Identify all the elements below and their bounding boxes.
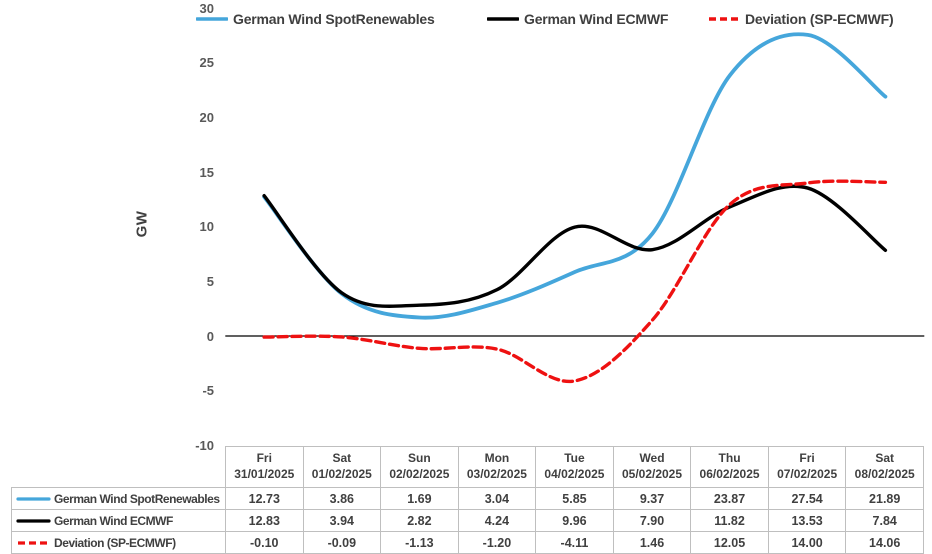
legend-item-ecmwf: German Wind ECMWF bbox=[487, 10, 668, 28]
table-value-cell: 12.73 bbox=[225, 487, 304, 510]
weekday-label: Sat bbox=[332, 451, 352, 466]
series-label-cell: German Wind SpotRenewables bbox=[11, 487, 226, 510]
table-value-cell: 9.37 bbox=[612, 487, 692, 510]
table-key-line-icon bbox=[18, 540, 49, 545]
table-value-cell: 3.04 bbox=[457, 487, 537, 510]
table-row: German Wind SpotRenewables 12.73 3.86 1.69 3… bbox=[11, 487, 924, 510]
y-axis-tick-label: 30 bbox=[199, 0, 214, 16]
y-axis-tick-label: 20 bbox=[199, 109, 214, 125]
weekday-label: Thu bbox=[718, 451, 741, 466]
weekday-label: Mon bbox=[484, 451, 510, 466]
table-header-row: Fri 31/01/2025 Sat 01/02/2025 Sun 02/02/2025 M… bbox=[12, 446, 924, 488]
table-value-cell: -0.09 bbox=[302, 531, 382, 554]
table-header-cell: Tue 04/02/2025 bbox=[535, 446, 614, 488]
date-label: 04/02/2025 bbox=[544, 467, 605, 481]
legend-item-spotrenewables: German Wind SpotRenewables bbox=[196, 10, 435, 28]
weekday-label: Fri bbox=[256, 451, 272, 466]
table-row: German Wind ECMWF 12.83 3.94 2.82 4.24 9.96 7.… bbox=[11, 509, 924, 532]
series-label: German Wind ECMWF bbox=[54, 513, 173, 528]
series-label-cell: German Wind ECMWF bbox=[11, 509, 226, 532]
y-axis-tick-label: 15 bbox=[199, 164, 214, 180]
table-header-cell: Fri 07/02/2025 bbox=[767, 446, 847, 488]
table-value-cell: 12.83 bbox=[225, 509, 304, 532]
table-value-cell: 2.82 bbox=[380, 509, 459, 532]
series-line-2 bbox=[262, 179, 888, 384]
table-value-cell: 3.94 bbox=[302, 509, 382, 532]
date-label: 05/02/2025 bbox=[621, 467, 683, 481]
date-label: 06/02/2025 bbox=[699, 467, 760, 481]
table-value-cell: 27.54 bbox=[767, 487, 847, 510]
table-header-cell: Sat 01/02/2025 bbox=[302, 446, 382, 488]
table-value-cell: 7.90 bbox=[612, 509, 692, 532]
series-line-1 bbox=[262, 184, 888, 309]
table-header-cell: Wed 05/02/2025 bbox=[612, 446, 692, 488]
date-label: 03/02/2025 bbox=[466, 467, 527, 481]
table-value-cell: 14.00 bbox=[767, 531, 847, 554]
series-label: German Wind SpotRenewables bbox=[54, 491, 220, 506]
series-line-0 bbox=[262, 32, 888, 320]
legend-label-deviation: Deviation (SP-ECMWF) bbox=[745, 11, 894, 27]
table-header-cell: Fri 31/01/2025 bbox=[225, 446, 304, 488]
table-header-cell: Sun 02/02/2025 bbox=[380, 446, 459, 488]
weekday-label: Wed bbox=[639, 451, 665, 466]
table-value-cell: -0.10 bbox=[225, 531, 304, 554]
table-value-cell: 3.86 bbox=[302, 487, 382, 510]
table-value-cell: 1.69 bbox=[380, 487, 459, 510]
table-value-cell: 7.84 bbox=[845, 509, 924, 532]
table-value-cell: 23.87 bbox=[690, 487, 769, 510]
table-value-cell: -1.20 bbox=[457, 531, 537, 554]
data-table-wrap: Fri 31/01/2025 Sat 01/02/2025 Sun 02/02/2025 M… bbox=[11, 446, 924, 554]
table-value-cell: 21.89 bbox=[845, 487, 924, 510]
table-value-cell: 11.82 bbox=[690, 509, 769, 532]
series-label: Deviation (SP-ECMWF) bbox=[54, 535, 176, 550]
table-value-cell: 9.96 bbox=[535, 509, 614, 532]
data-table: Fri 31/01/2025 Sat 01/02/2025 Sun 02/02/2025 M… bbox=[11, 446, 924, 554]
series-label-cell: Deviation (SP-ECMWF) bbox=[11, 531, 226, 554]
table-key-line-icon bbox=[16, 496, 51, 501]
date-label: 07/02/2025 bbox=[777, 467, 838, 481]
y-axis-tick-label: -10 bbox=[195, 437, 214, 453]
legend-label-ecmwf: German Wind ECMWF bbox=[524, 11, 669, 27]
table-value-cell: 13.53 bbox=[767, 509, 847, 532]
weekday-label: Sun bbox=[408, 451, 431, 466]
legend-item-deviation: Deviation (SP-ECMWF) bbox=[708, 10, 894, 28]
table-value-cell: 5.85 bbox=[535, 487, 614, 510]
legend-line-swatch-blue-icon bbox=[196, 17, 228, 21]
table-header-cell: Sat 08/02/2025 bbox=[845, 446, 924, 488]
table-value-cell: 12.05 bbox=[690, 531, 769, 554]
date-label: 02/02/2025 bbox=[389, 467, 450, 481]
date-label: 01/02/2025 bbox=[311, 467, 372, 481]
weekday-label: Tue bbox=[564, 451, 585, 466]
table-value-cell: -4.11 bbox=[535, 531, 614, 554]
y-axis-tick-label: 0 bbox=[206, 328, 214, 344]
legend-line-swatch-black-icon bbox=[487, 17, 519, 21]
table-header-cell: Thu 06/02/2025 bbox=[690, 446, 769, 488]
table-header-cell: Mon 03/02/2025 bbox=[457, 446, 537, 488]
y-axis-tick-label: 10 bbox=[199, 219, 214, 235]
date-label: 08/02/2025 bbox=[854, 467, 915, 481]
date-label: 31/01/2025 bbox=[234, 467, 295, 481]
table-value-cell: 4.24 bbox=[457, 509, 537, 532]
legend-label-spotrenewables: German Wind SpotRenewables bbox=[233, 11, 435, 27]
table-value-cell: -1.13 bbox=[380, 531, 459, 554]
table-row: Deviation (SP-ECMWF) -0.10 -0.09 -1.13 -1.20… bbox=[11, 531, 924, 554]
table-value-cell: 1.46 bbox=[612, 531, 692, 554]
y-axis-tick-label: -5 bbox=[202, 383, 214, 399]
weekday-label: Sat bbox=[875, 451, 895, 466]
table-value-cell: 14.06 bbox=[845, 531, 924, 554]
weekday-label: Fri bbox=[799, 451, 815, 466]
y-axis-tick-label: 5 bbox=[206, 273, 214, 289]
legend-line-swatch-red-dashed-icon bbox=[709, 17, 739, 21]
table-key-line-icon bbox=[16, 518, 51, 523]
plot-area bbox=[225, 32, 925, 384]
y-axis-tick-label: 25 bbox=[199, 55, 214, 71]
table-corner-cell bbox=[12, 447, 226, 488]
